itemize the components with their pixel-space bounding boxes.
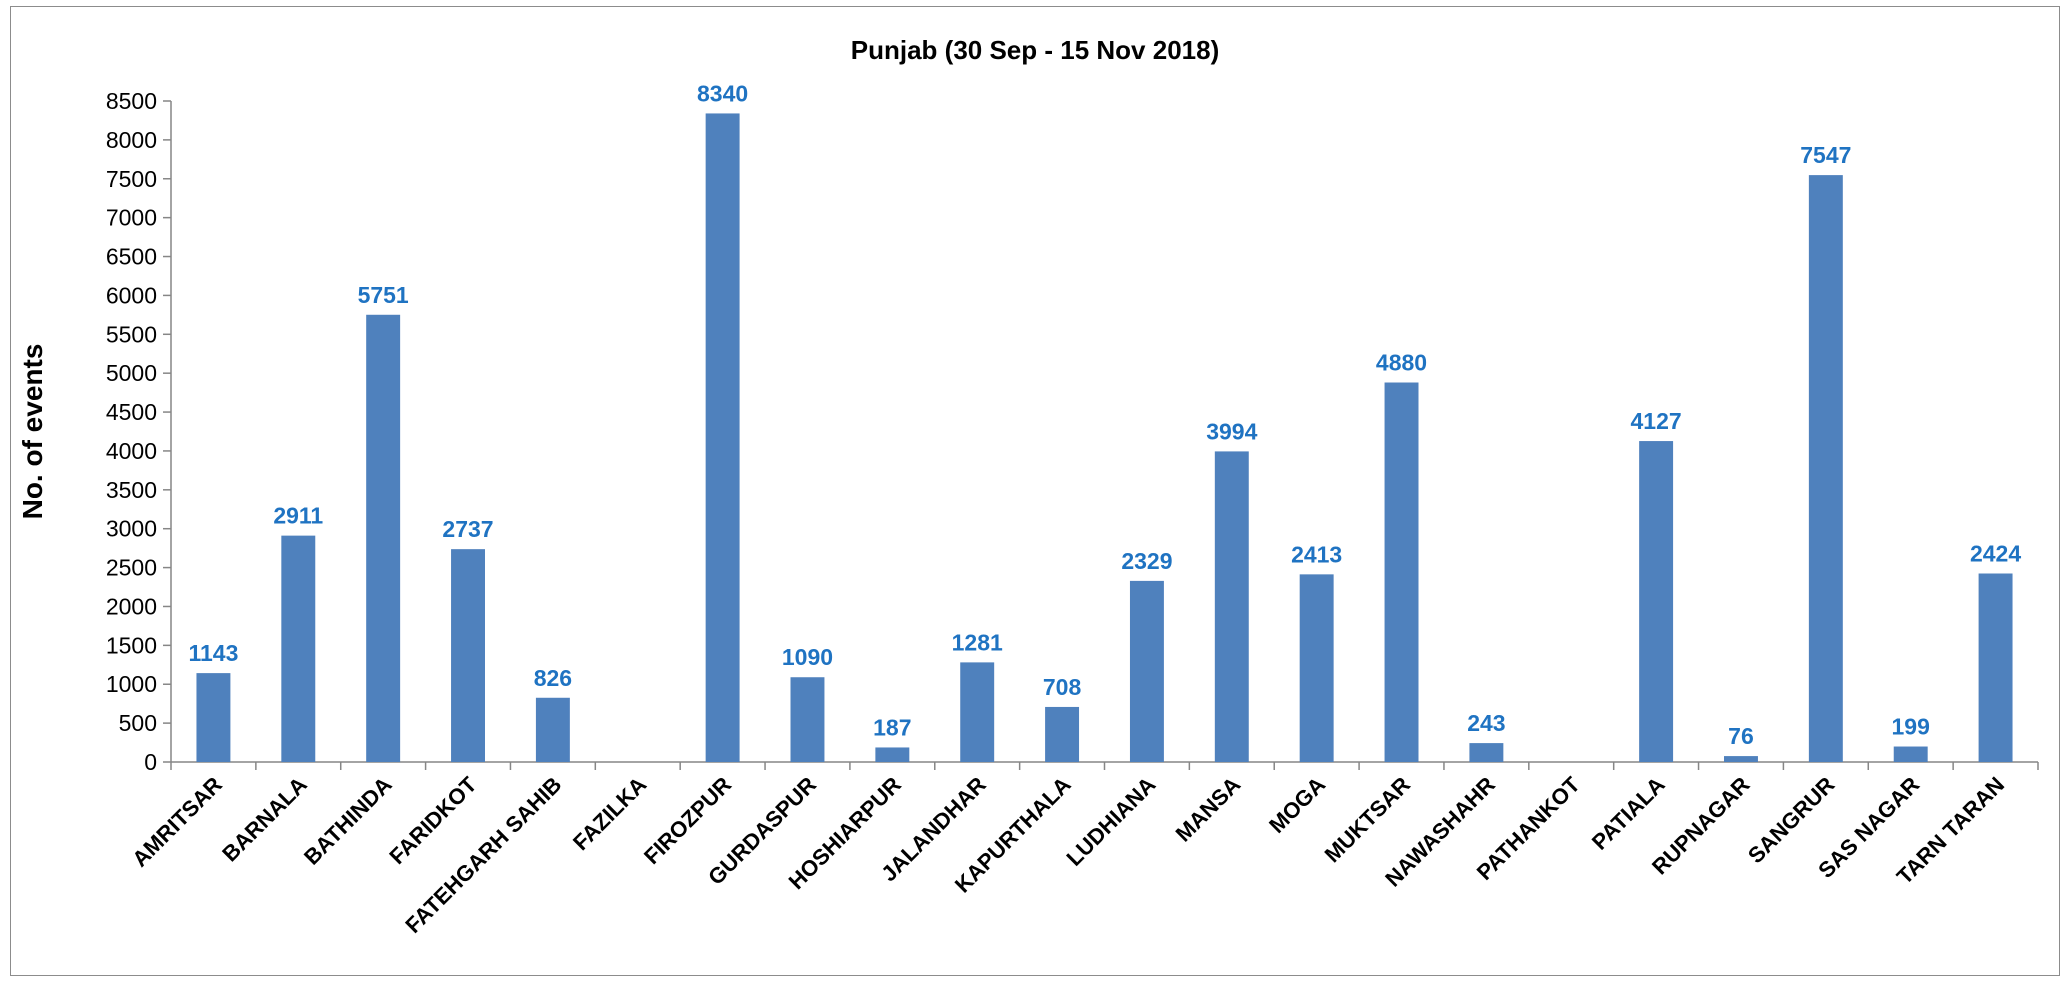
data-label: 2329 xyxy=(1121,548,1172,574)
data-label: 826 xyxy=(534,665,572,691)
bar xyxy=(1808,175,1843,763)
y-tick-label: 5000 xyxy=(106,360,157,386)
bar xyxy=(451,549,485,762)
data-label: 76 xyxy=(1728,723,1754,749)
category-label: LUDHIANA xyxy=(1062,772,1161,871)
data-label: 8340 xyxy=(697,80,748,106)
y-tick-label: 8500 xyxy=(106,88,157,114)
y-tick-label: 4500 xyxy=(106,399,157,425)
data-label: 243 xyxy=(1467,710,1505,736)
chart-frame: Punjab (30 Sep - 15 Nov 2018) xyxy=(10,6,2060,976)
data-label: 2413 xyxy=(1291,541,1342,567)
bar xyxy=(1639,441,1674,762)
bar xyxy=(1978,573,2013,762)
data-label: 2737 xyxy=(442,516,493,542)
bar xyxy=(1299,574,1334,762)
y-tick-label: 1500 xyxy=(106,632,157,658)
y-tick-label: 3500 xyxy=(106,477,157,503)
data-label: 1090 xyxy=(782,644,833,670)
data-label: 4880 xyxy=(1376,350,1427,376)
category-label: BARNALA xyxy=(217,772,312,867)
data-label: 199 xyxy=(1892,714,1930,740)
category-label: MANSA xyxy=(1171,772,1246,847)
y-tick-label: 6000 xyxy=(106,282,157,308)
category-label: MOGA xyxy=(1264,772,1330,838)
bar xyxy=(1893,746,1928,762)
bar xyxy=(366,314,401,762)
category-label: AMRITSAR xyxy=(127,772,227,872)
category-label: FATEHGARH SAHIB xyxy=(400,772,566,938)
data-label: 708 xyxy=(1043,674,1082,700)
category-label: FAZILKA xyxy=(568,772,651,855)
data-label: 3994 xyxy=(1206,418,1257,444)
data-label: 4127 xyxy=(1631,408,1682,434)
y-tick-label: 7000 xyxy=(106,205,157,231)
bar xyxy=(1384,382,1419,762)
bar xyxy=(1214,451,1249,762)
bar xyxy=(1469,743,1504,762)
y-tick-label: 2000 xyxy=(106,593,157,619)
bar xyxy=(960,662,995,762)
bar xyxy=(281,535,316,762)
y-tick-label: 3000 xyxy=(106,516,157,542)
chart-title: Punjab (30 Sep - 15 Nov 2018) xyxy=(850,35,1220,65)
y-tick-label: 6500 xyxy=(106,244,157,270)
y-tick-label: 4000 xyxy=(106,438,157,464)
bar xyxy=(705,113,740,762)
data-label: 1143 xyxy=(188,640,238,666)
category-label: BATHINDA xyxy=(299,772,397,870)
data-label: 2911 xyxy=(273,503,323,529)
bar xyxy=(1129,580,1164,762)
bar xyxy=(1724,756,1758,762)
bar xyxy=(1045,706,1080,762)
data-label: 5751 xyxy=(358,282,409,308)
data-label: 2424 xyxy=(1970,540,2021,566)
y-tick-label: 500 xyxy=(119,710,157,736)
bar xyxy=(196,673,231,762)
y-tick-label: 8000 xyxy=(106,127,157,153)
y-tick-label: 1000 xyxy=(106,671,157,697)
category-label: PATIALA xyxy=(1587,772,1670,855)
bar xyxy=(875,747,910,762)
y-tick-label: 2500 xyxy=(106,555,157,581)
data-label: 1281 xyxy=(952,629,1003,655)
data-label: 7547 xyxy=(1800,142,1851,168)
bar xyxy=(535,697,570,762)
y-tick-label: 7500 xyxy=(106,166,157,192)
y-axis-title: No. of events xyxy=(17,344,48,520)
data-label: 187 xyxy=(873,714,911,740)
y-tick-label: 0 xyxy=(144,749,157,775)
y-tick-label: 5500 xyxy=(106,321,157,347)
bar xyxy=(790,677,825,762)
